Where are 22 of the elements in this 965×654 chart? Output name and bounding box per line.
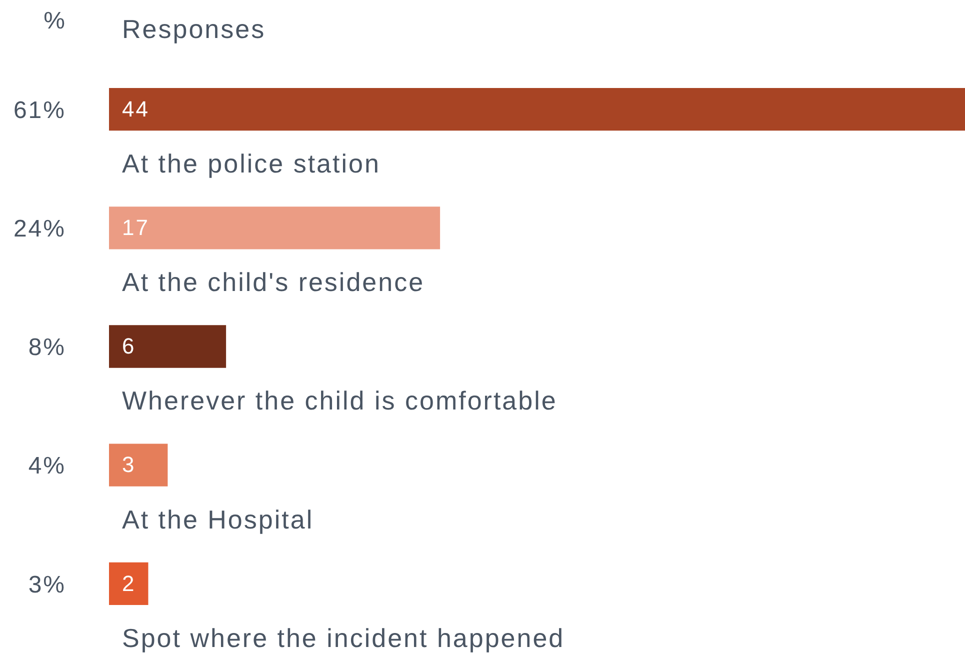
text: 4% [28,452,66,480]
y-tick-label: Spot where the incident happened [122,622,565,653]
data-label: 3 [122,452,136,478]
text: 24% [13,216,66,243]
bar [109,88,965,131]
text: 3% [28,571,66,598]
data-label: 2 [122,570,136,596]
bar [109,325,226,368]
bar [109,562,148,606]
data-label: 17 [122,214,150,240]
y-tick-label: At the child's residence [122,267,425,298]
bar [109,444,168,486]
y-tick-label: At the Hospital [122,504,314,534]
data-label: 6 [122,334,136,359]
data-label: 44 [122,96,150,122]
y-axis-title: % [44,8,66,35]
y-tick-label: At the police station [122,148,380,178]
text: 61% [13,96,66,124]
bar [109,206,440,250]
chart-title: Responses [122,14,266,44]
text: 8% [28,334,66,362]
y-tick-label: Wherever the child is comfortable [122,386,558,416]
